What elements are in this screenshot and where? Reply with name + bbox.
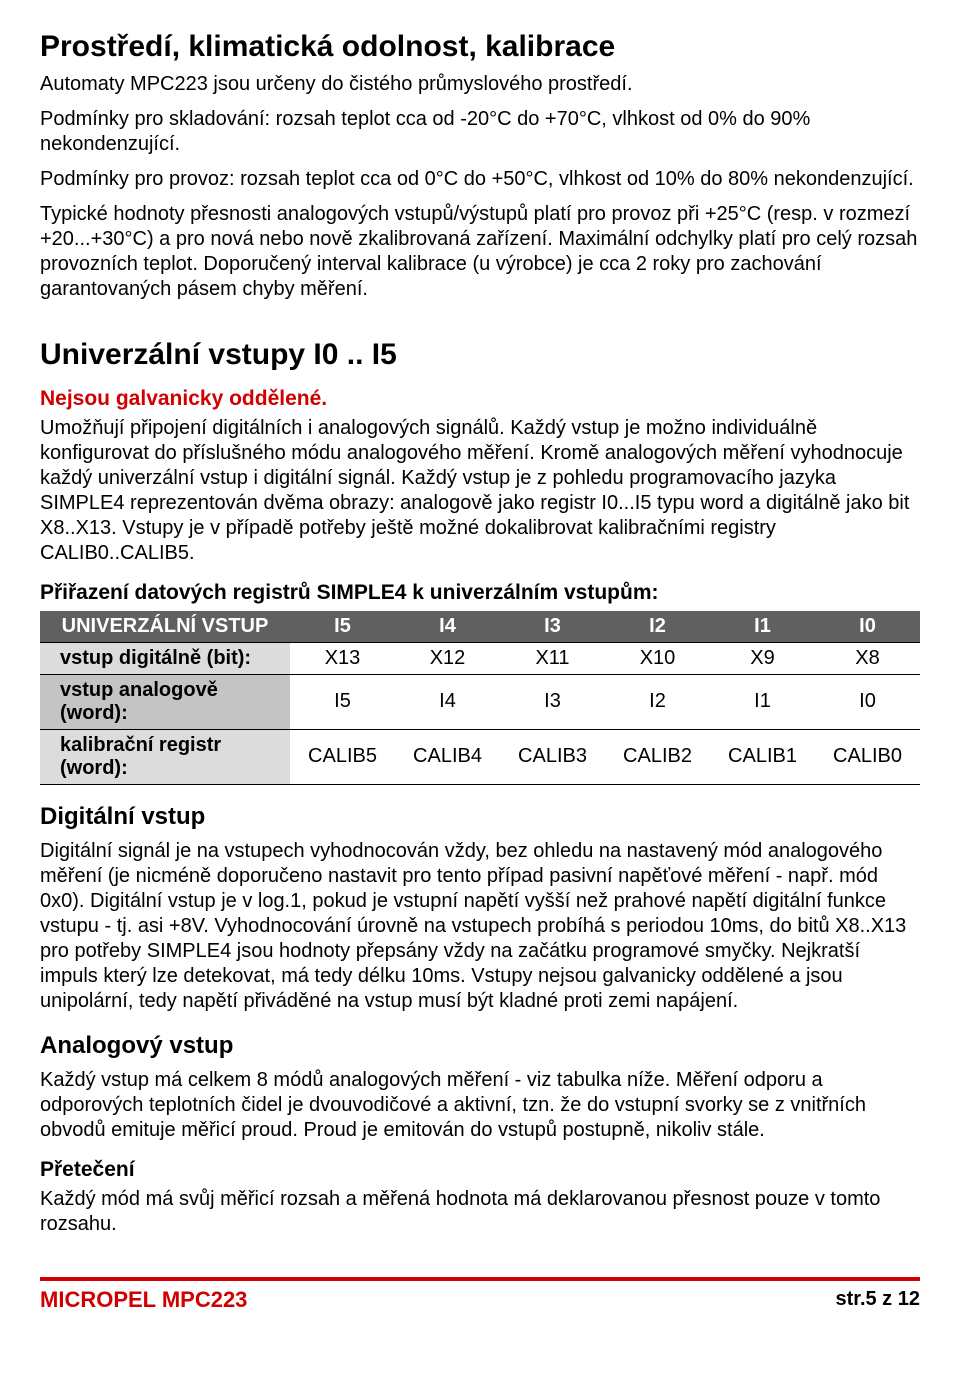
row0-c3: X10	[605, 642, 710, 674]
row1-c2: I3	[500, 674, 605, 729]
section4-subtitle: Přetečení	[40, 1157, 920, 1183]
section1-p1: Automaty MPC223 jsou určeny do čistého p…	[40, 72, 920, 97]
section2-title: Univerzální vstupy I0 .. I5	[40, 338, 920, 372]
row1-label: vstup analogově (word):	[40, 674, 290, 729]
th-3: I3	[500, 611, 605, 643]
row0-c1: X12	[395, 642, 500, 674]
table-row: vstup analogově (word): I5 I4 I3 I2 I1 I…	[40, 674, 920, 729]
section4-p2: Každý mód má svůj měřicí rozsah a měřená…	[40, 1187, 920, 1237]
row1-c4: I1	[710, 674, 815, 729]
row2-label: kalibrační registr (word):	[40, 729, 290, 784]
row0-c4: X9	[710, 642, 815, 674]
row0-c2: X11	[500, 642, 605, 674]
row1-c1: I4	[395, 674, 500, 729]
table-title: Přiřazení datových registrů SIMPLE4 k un…	[40, 580, 920, 606]
section3-p1: Digitální signál je na vstupech vyhodnoc…	[40, 839, 920, 1014]
footer-right: str.5 z 12	[835, 1288, 920, 1311]
row1-c0: I5	[290, 674, 395, 729]
section3-title: Digitální vstup	[40, 803, 920, 831]
th-2: I4	[395, 611, 500, 643]
th-4: I2	[605, 611, 710, 643]
section4-title: Analogový vstup	[40, 1032, 920, 1060]
row0-c5: X8	[815, 642, 920, 674]
table-row: kalibrační registr (word): CALIB5 CALIB4…	[40, 729, 920, 784]
row0-c0: X13	[290, 642, 395, 674]
row2-c5: CALIB0	[815, 729, 920, 784]
row2-c4: CALIB1	[710, 729, 815, 784]
footer-left: MICROPEL MPC223	[40, 1287, 247, 1313]
section1-p4: Typické hodnoty přesnosti analogových vs…	[40, 202, 920, 302]
row2-c2: CALIB3	[500, 729, 605, 784]
th-5: I1	[710, 611, 815, 643]
section2-p1: Umožňují připojení digitálních i analogo…	[40, 416, 920, 566]
row2-c0: CALIB5	[290, 729, 395, 784]
row0-label: vstup digitálně (bit):	[40, 642, 290, 674]
section4-p1: Každý vstup má celkem 8 módů analogových…	[40, 1068, 920, 1143]
th-1: I5	[290, 611, 395, 643]
row2-c1: CALIB4	[395, 729, 500, 784]
section1-p3: Podmínky pro provoz: rozsah teplot cca o…	[40, 167, 920, 192]
page-footer: MICROPEL MPC223 str.5 z 12	[40, 1277, 920, 1313]
row2-c3: CALIB2	[605, 729, 710, 784]
th-0: UNIVERZÁLNÍ VSTUP	[40, 611, 290, 643]
table-row: vstup digitálně (bit): X13 X12 X11 X10 X…	[40, 642, 920, 674]
section2-warning: Nejsou galvanicky oddělené.	[40, 386, 920, 412]
section1-title: Prostředí, klimatická odolnost, kalibrac…	[40, 30, 920, 64]
table-header-row: UNIVERZÁLNÍ VSTUP I5 I4 I3 I2 I1 I0	[40, 611, 920, 643]
th-6: I0	[815, 611, 920, 643]
row1-c3: I2	[605, 674, 710, 729]
registers-table: UNIVERZÁLNÍ VSTUP I5 I4 I3 I2 I1 I0 vstu…	[40, 611, 920, 785]
section1-p2: Podmínky pro skladování: rozsah teplot c…	[40, 107, 920, 157]
row1-c5: I0	[815, 674, 920, 729]
